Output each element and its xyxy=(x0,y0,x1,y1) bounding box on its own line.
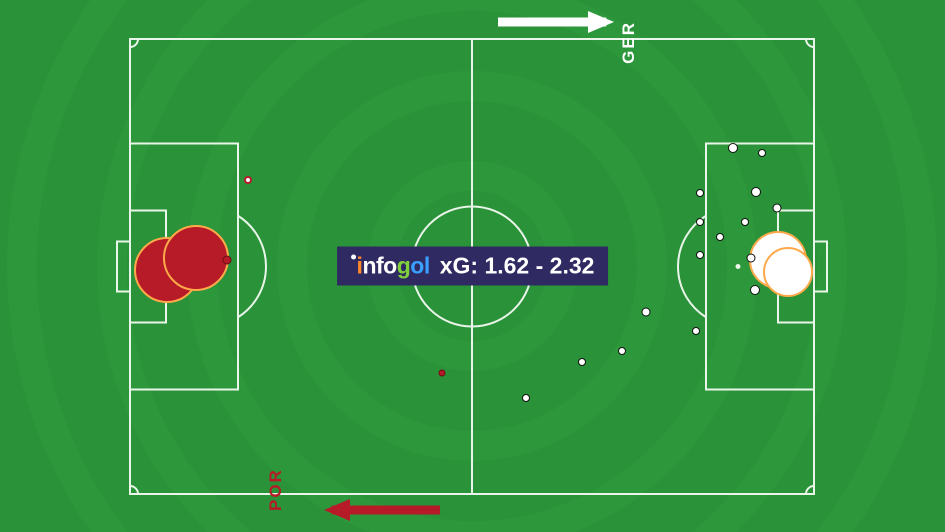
shot-away-goal xyxy=(763,247,813,297)
shot-away-miss xyxy=(758,149,766,157)
shot-away-on_left xyxy=(244,176,252,184)
shot-away-miss xyxy=(522,394,530,402)
shot-away-miss xyxy=(618,347,626,355)
infogol-logo: infogol xyxy=(351,253,430,280)
shot-away-miss xyxy=(751,187,761,197)
team-top-code: GER xyxy=(619,21,639,64)
team-bottom-code: POR xyxy=(266,468,286,511)
xg-label: infogol xG: 1.62 - 2.32 xyxy=(337,247,609,286)
shot-home-miss xyxy=(223,256,232,265)
shot-away-miss xyxy=(578,358,586,366)
shot-home-miss xyxy=(439,370,446,377)
xg-value: xG: 1.62 - 2.32 xyxy=(440,253,595,280)
shot-away-miss xyxy=(692,327,700,335)
shot-map: GER POR infogol xG: 1.62 - 2.32 xyxy=(0,0,945,532)
shot-away-miss xyxy=(716,233,724,241)
shot-away-miss xyxy=(741,218,749,226)
shot-home-goal xyxy=(163,225,229,291)
shot-away-miss xyxy=(750,285,760,295)
shot-away-miss xyxy=(642,308,651,317)
shot-away-miss xyxy=(696,189,704,197)
shot-away-miss xyxy=(773,204,782,213)
shot-away-miss xyxy=(696,218,704,226)
shot-away-miss xyxy=(728,143,738,153)
shot-away-miss xyxy=(747,254,756,263)
shot-away-miss xyxy=(696,251,704,259)
